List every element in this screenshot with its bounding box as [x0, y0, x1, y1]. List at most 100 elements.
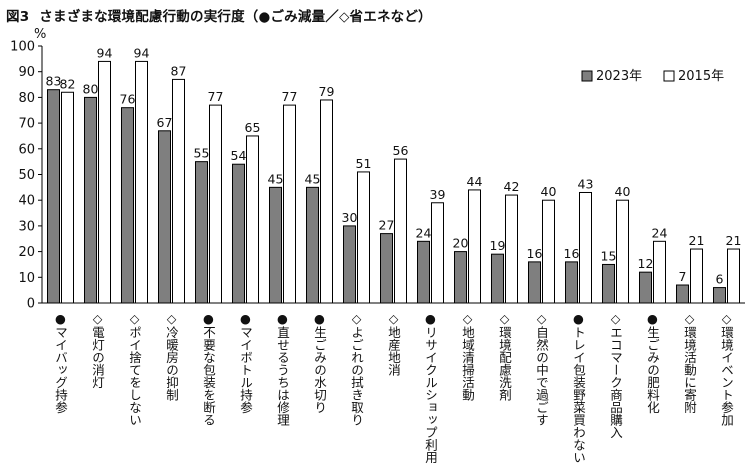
category-label: ◇地産地消: [386, 311, 401, 376]
legend-label-2023: 2023年: [596, 69, 642, 84]
data-label: 42: [504, 179, 520, 194]
bar-2023: [602, 263, 615, 304]
data-label: 44: [467, 174, 483, 189]
category-label: ◇自然の中で過ごす: [534, 311, 549, 426]
data-label: 20: [453, 236, 469, 251]
bar-2023: [232, 163, 245, 304]
chart-title: 図3 さまざまな環境配慮行動の実行度（●ごみ減量／◇省エネなど）: [6, 5, 432, 25]
data-label: 45: [305, 171, 321, 186]
category-label: ◇電灯の消灯: [90, 311, 105, 389]
bar-2023: [158, 130, 171, 304]
bar-2015: [172, 78, 185, 304]
data-label: 16: [527, 246, 543, 261]
data-label: 65: [245, 120, 261, 135]
category-label: ●マイバッグ持参: [53, 311, 68, 414]
y-tick-label: 50: [18, 168, 35, 183]
data-label: 27: [379, 218, 395, 233]
data-label: 54: [231, 148, 247, 163]
bar-2023: [528, 261, 541, 304]
y-axis-unit: %: [34, 27, 46, 42]
data-label: 94: [134, 45, 150, 60]
category-label: ◇エコマーク商品購入: [608, 311, 623, 439]
data-label: 80: [83, 81, 99, 96]
bar-2015: [653, 240, 666, 304]
bar-2023: [121, 107, 134, 304]
bar-2015: [727, 248, 740, 304]
y-tick-label: 100: [10, 40, 35, 55]
y-tick-label: 0: [27, 297, 35, 312]
data-label: 24: [416, 225, 432, 240]
data-label: 82: [60, 76, 76, 91]
bar-2015: [542, 199, 555, 304]
category-label: ◇環境配慮洗剤: [497, 311, 512, 402]
data-label: 6: [716, 272, 724, 287]
bar-2023: [454, 251, 467, 304]
category-label: ◇地域清掃活動: [460, 311, 475, 401]
data-label: 51: [356, 156, 372, 171]
category-label: ◇冷暖房の抑制: [164, 311, 179, 401]
data-label: 56: [393, 143, 409, 158]
figure-label: 図3: [6, 9, 30, 25]
bar-2023: [343, 225, 356, 304]
bar-2015: [505, 194, 518, 304]
bar-2023: [84, 96, 97, 304]
data-label: 16: [564, 246, 580, 261]
bar-2015: [283, 104, 296, 304]
bar-2023: [417, 240, 430, 304]
bar-2015: [431, 202, 444, 304]
category-label: ●直せるうちは修理: [275, 311, 290, 426]
chart-title-text: さまざまな環境配慮行動の実行度（●ごみ減量／◇省エネなど）: [39, 9, 432, 25]
bar-2015: [468, 189, 481, 304]
y-tick-label: 20: [18, 245, 35, 260]
data-label: 77: [208, 89, 224, 104]
bar-2015: [616, 199, 629, 304]
bar-2015: [394, 158, 407, 304]
bar-2023: [676, 284, 689, 304]
data-label: 43: [578, 176, 594, 191]
data-label: 15: [601, 248, 617, 263]
category-label: ●リサイクルショップ利用: [423, 311, 438, 464]
bar-2015: [320, 99, 333, 304]
y-tick-label: 30: [18, 219, 35, 234]
legend-label-2015: 2015年: [678, 69, 724, 84]
data-label: 55: [194, 146, 210, 161]
y-tick-label: 10: [18, 271, 35, 286]
bar-2015: [61, 91, 74, 304]
y-tick-label: 40: [18, 194, 35, 209]
data-label: 24: [652, 225, 668, 240]
data-label: 83: [46, 74, 62, 89]
bar-2015: [579, 191, 592, 304]
bar-2015: [357, 171, 370, 304]
y-tick-label: 80: [18, 91, 35, 106]
data-label: 77: [282, 89, 298, 104]
category-label: ●生ごみの肥料化: [645, 311, 660, 414]
y-tick-label: 60: [18, 142, 35, 157]
category-label: ●不要な包装を断る: [201, 311, 216, 426]
data-label: 7: [679, 269, 687, 284]
bar-2023: [639, 271, 652, 304]
data-label: 67: [157, 115, 173, 130]
data-label: 21: [689, 233, 705, 248]
bar-2023: [380, 233, 393, 304]
data-label: 87: [171, 63, 187, 78]
bar-2023: [306, 186, 319, 304]
bar-2015: [690, 248, 703, 304]
bar-2023: [713, 287, 726, 304]
bar-2023: [269, 186, 282, 304]
legend-swatch-2015: [663, 70, 675, 82]
legend-swatch-2023: [581, 70, 593, 82]
data-label: 21: [726, 233, 742, 248]
bar-2015: [246, 135, 259, 304]
y-tick-label: 70: [18, 117, 35, 132]
bar-2015: [135, 60, 148, 304]
data-label: 30: [342, 210, 358, 225]
category-label: ●生ごみの水切り: [312, 311, 327, 414]
bar-2023: [491, 253, 504, 304]
category-label: ◇よごれの拭き取り: [349, 311, 364, 426]
data-label: 94: [97, 45, 113, 60]
bar-2015: [209, 104, 222, 304]
bar-2023: [565, 261, 578, 304]
category-label: ◇ポイ捨てをしない: [127, 311, 142, 426]
data-label: 79: [319, 84, 335, 99]
